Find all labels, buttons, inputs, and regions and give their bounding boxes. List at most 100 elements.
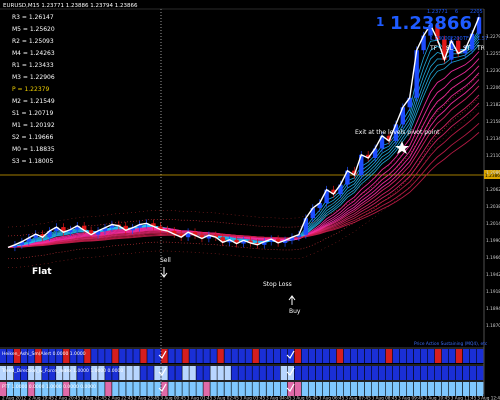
subwindow-bar (112, 366, 119, 380)
subwindow-bar (448, 366, 456, 380)
subwindow-bar (294, 382, 301, 396)
subwindow-bar (210, 349, 217, 363)
x-tick-label: 3 Aug 03:45 (240, 396, 266, 400)
subwindow-bar (350, 382, 358, 396)
subwindow-bar (434, 382, 442, 396)
subwindow-bar (336, 349, 344, 363)
y-tick-label: 1.19900 (486, 238, 500, 244)
candle-body (68, 229, 73, 233)
pivot-level-r1: R1 = 1.23433 (12, 62, 54, 69)
subwindow-bar (406, 382, 414, 396)
subwindow-bar (357, 349, 365, 363)
candle-body (352, 170, 357, 176)
candle-body (109, 224, 115, 228)
big-price-prefix: 1 (376, 15, 384, 29)
info-r2-0: 1.23000 (430, 36, 451, 42)
subwindow-bar (427, 366, 435, 380)
candle-body (81, 225, 87, 231)
top-info-row3: TF SL ST TR (429, 45, 485, 52)
subwindow-bar (210, 366, 217, 380)
info-r2-1: 2200 (450, 36, 463, 42)
subwindow-bar (133, 382, 140, 396)
candle-body (213, 235, 218, 238)
subwindow-bar (385, 382, 393, 396)
subwindow-bar (217, 349, 224, 363)
subwindow-bar (14, 366, 21, 380)
subwindow-bar (280, 382, 287, 396)
subwindow-bar (126, 349, 133, 363)
subwindow-bar (112, 349, 119, 363)
subwindow-bar (245, 349, 252, 363)
candle-body (19, 241, 25, 245)
subwindow-bar (168, 349, 175, 363)
subwindow-bar (273, 382, 280, 396)
subwindow-bar (308, 382, 315, 396)
subwindow-bar (77, 382, 84, 396)
x-tick-label: 3 Aug 11:45 (451, 396, 477, 400)
subwindow-bar (21, 349, 28, 363)
subwindow-bar (224, 366, 231, 380)
candle-body (324, 189, 329, 203)
subwindow-bar (343, 382, 351, 396)
x-tick-label: 3 Aug 10:45 (424, 396, 450, 400)
candle-body (54, 227, 59, 231)
candle-body (289, 237, 295, 241)
subwindow-bar (98, 382, 105, 396)
pivot-level-r3: R3 = 1.26147 (12, 14, 54, 21)
subwindow-bar (385, 349, 393, 363)
subwindow-bar (322, 382, 330, 396)
x-tick-label: 3 Aug 02:45 (213, 396, 239, 400)
candle-body (310, 208, 315, 219)
subwindow-bar (266, 366, 273, 380)
subwindow-bar (364, 382, 372, 396)
candle-body (75, 225, 80, 230)
candle-body (282, 240, 288, 243)
subwindow-bar (203, 349, 210, 363)
x-tick-label: 3 Aug 12:45 (477, 396, 500, 400)
subwindow-bar (203, 382, 210, 396)
subwindow-bar (463, 366, 470, 380)
subwindow-bar (350, 366, 358, 380)
subwindow-bar (217, 382, 224, 396)
subwindow-bar (448, 382, 456, 396)
subwindow-bar (7, 349, 14, 363)
pivot-level-s2: S2 = 1.19666 (12, 134, 53, 141)
x-tick-label: 2 Aug 2012 (2, 396, 26, 400)
candle-body (469, 33, 475, 50)
check-icon (286, 383, 295, 392)
candle-body (407, 97, 412, 108)
subwindow-bar (280, 349, 287, 363)
subwindow-bar (119, 366, 126, 380)
bands-group (0, 8, 484, 398)
subwindow-bar (315, 382, 323, 396)
x-tick-label: 3 Aug 04:45 (266, 396, 292, 400)
y-tick-label: 1.21340 (486, 136, 500, 142)
subwindow-bar (371, 366, 379, 380)
subwindow-bar (175, 366, 182, 380)
candle-body (26, 237, 31, 242)
candle-body (428, 24, 433, 36)
subwindow-bar (385, 366, 393, 380)
pivot-level-s1: S1 = 1.20719 (12, 110, 53, 117)
subwindow-bar (259, 349, 266, 363)
candle-body (192, 232, 198, 236)
x-tick-label: 2 Aug 21:45 (81, 396, 107, 400)
check-icon (286, 350, 295, 359)
subwindow-bar (273, 366, 280, 380)
current-price-tag (484, 170, 500, 179)
subwindow-bar (455, 366, 463, 380)
check-icon (158, 350, 167, 359)
subwindow-bar (238, 366, 245, 380)
candle-body (95, 230, 101, 235)
pivot-level-m2: M2 = 1.21549 (12, 98, 55, 105)
candle-body (269, 239, 274, 242)
subwindow-bar (231, 349, 238, 363)
candle-body (414, 50, 419, 98)
candle-body (442, 39, 447, 60)
subwindow-bar (420, 382, 428, 396)
subwindow-bar (0, 366, 7, 380)
subwindow-bar (371, 349, 379, 363)
candle-body (130, 227, 135, 231)
subwindow-bar (294, 366, 301, 380)
